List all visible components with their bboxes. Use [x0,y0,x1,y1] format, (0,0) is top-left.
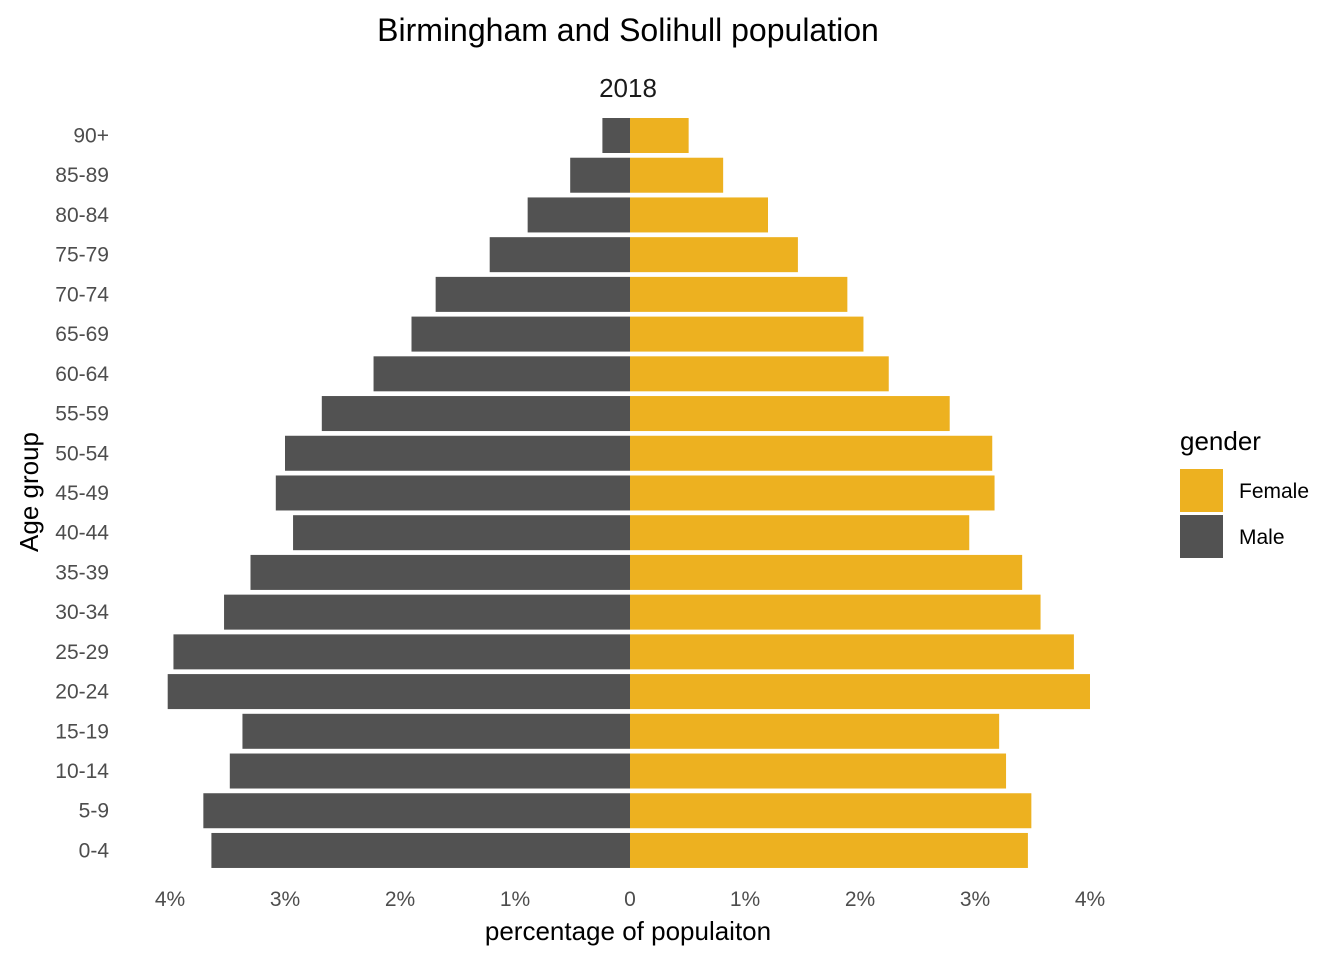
bar-female-65-69 [630,316,864,352]
y-tick-label: 20-24 [55,681,109,704]
bar-female-60-64 [630,356,889,392]
x-tick-label: 4% [155,888,185,911]
bar-female-20-24 [630,674,1090,710]
y-tick-label: 65-69 [55,323,109,346]
bar-male-60-64 [373,356,630,392]
x-tick-label: 4% [1075,888,1105,911]
bar-male-25-29 [173,634,630,670]
facet-label: 2018 [599,73,657,103]
y-tick-label: 30-34 [55,601,109,624]
y-tick-label: 5-9 [79,800,109,823]
y-tick-label: 90+ [73,125,109,148]
bar-male-85-89 [570,157,630,193]
x-tick-label: 3% [270,888,300,911]
x-tick-label: 2% [845,888,875,911]
bar-female-30-34 [630,594,1041,630]
y-tick-label: 10-14 [55,760,109,783]
bar-female-25-29 [630,634,1074,670]
chart-title: Birmingham and Solihull population [377,12,879,48]
bar-female-15-19 [630,713,1000,749]
x-tick-label: 2% [385,888,415,911]
x-tick-label: 1% [730,888,760,911]
y-tick-label: 80-84 [55,204,109,227]
bar-male-70-74 [435,276,630,312]
bar-female-75-79 [630,237,798,273]
bar-female-55-59 [630,396,950,432]
bar-female-35-39 [630,554,1023,590]
bar-male-35-39 [250,554,630,590]
x-tick-label: 0 [624,888,636,911]
bar-female-90+ [630,118,689,153]
bar-male-40-44 [293,515,630,551]
y-tick-label: 75-79 [55,244,109,267]
bar-male-75-79 [489,237,630,273]
bar-female-50-54 [630,435,993,471]
legend: gender Female Male [1180,426,1309,558]
legend-label-male: Male [1239,526,1285,549]
bar-female-40-44 [630,515,970,551]
y-tick-label: 40-44 [55,522,109,545]
x-tick-label: 1% [500,888,530,911]
y-tick-label: 25-29 [55,641,109,664]
bar-male-20-24 [167,674,630,710]
x-axis-title: percentage of populaiton [485,916,771,946]
bar-female-0-4 [630,832,1028,868]
bar-female-10-14 [630,753,1007,789]
bar-male-80-84 [527,197,630,233]
y-tick-label: 35-39 [55,561,109,584]
y-tick-label: 85-89 [55,164,109,187]
x-tick-label: 3% [960,888,990,911]
bar-female-5-9 [630,793,1032,829]
bar-female-70-74 [630,276,848,312]
bar-female-80-84 [630,197,768,233]
bar-male-10-14 [229,753,631,789]
bar-female-45-49 [630,475,995,511]
y-tick-label: 45-49 [55,482,109,505]
bar-male-90+ [602,118,630,153]
y-tick-label: 15-19 [55,720,109,743]
y-axis-title: Age group [14,432,44,552]
bar-male-15-19 [242,713,630,749]
x-axis-tick-labels: 4% 3% 2% 1% 0 1% 2% 3% 4% [155,888,1105,911]
bar-male-65-69 [411,316,630,352]
legend-swatch-female [1180,469,1223,512]
y-tick-label: 70-74 [55,283,109,306]
y-tick-label: 50-54 [55,442,109,465]
legend-title: gender [1180,426,1261,456]
bar-female-85-89 [630,157,724,193]
bar-male-50-54 [285,435,630,471]
bar-male-55-59 [321,396,630,432]
bar-male-45-49 [275,475,630,511]
bars-group [167,118,1090,868]
legend-label-female: Female [1239,480,1309,503]
bar-male-30-34 [224,594,631,630]
bar-male-0-4 [211,832,630,868]
y-tick-label: 55-59 [55,403,109,426]
legend-swatch-male [1180,515,1223,558]
y-tick-label: 0-4 [79,839,110,862]
bar-male-5-9 [203,793,630,829]
y-axis-tick-labels: 0-4 5-9 10-14 15-19 20-24 25-29 30-34 35-39 40-4… [55,125,109,863]
y-tick-label: 60-64 [55,363,109,386]
